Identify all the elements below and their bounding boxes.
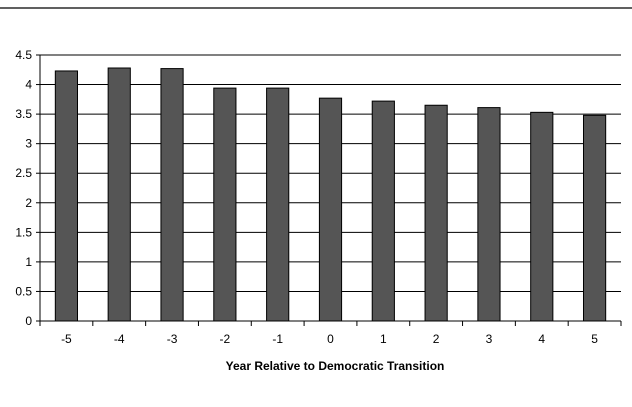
x-tick-label: 0 [327, 332, 334, 346]
y-tick-label: 1.5 [15, 225, 32, 239]
x-tick-label: 2 [433, 332, 440, 346]
x-tick-label: -2 [220, 332, 231, 346]
bar [477, 107, 501, 322]
y-tick-label: 2.5 [15, 166, 32, 180]
y-tick-label: 4.5 [15, 48, 32, 62]
bar [213, 87, 237, 322]
bar [266, 87, 290, 322]
x-tick-label: -1 [272, 332, 283, 346]
y-tick-labels: 0 0.5 1 1.5 2 2.5 3 3.5 4 4.5 [15, 48, 32, 328]
x-tick-label: -3 [167, 332, 178, 346]
y-tick-label: 4 [25, 78, 32, 92]
x-tick-label: 5 [591, 332, 598, 346]
x-tick-label: -4 [114, 332, 125, 346]
bar [424, 104, 448, 322]
bar [54, 70, 79, 322]
bars [54, 67, 607, 322]
x-axis-title: Year Relative to Democratic Transition [226, 359, 445, 373]
bar [160, 68, 184, 322]
y-tick-label: 0 [25, 314, 32, 328]
bar [530, 111, 554, 322]
y-tick-label: 2 [25, 196, 32, 210]
y-tick-label: 1 [25, 255, 32, 269]
x-tick-label: 4 [538, 332, 545, 346]
y-tick-label: 3 [25, 137, 32, 151]
x-tick-labels: -5 -4 -3 -2 -1 0 1 2 3 4 5 [61, 332, 598, 346]
bar [582, 114, 607, 322]
y-tick-label: 0.5 [15, 284, 32, 298]
bar [318, 97, 343, 322]
x-tick-label: -5 [61, 332, 72, 346]
axes [36, 54, 622, 326]
x-tick-label: 3 [486, 332, 493, 346]
y-tick-label: 3.5 [15, 107, 32, 121]
x-tick-label: 1 [380, 332, 387, 346]
bar [107, 67, 131, 322]
bar [371, 100, 395, 322]
